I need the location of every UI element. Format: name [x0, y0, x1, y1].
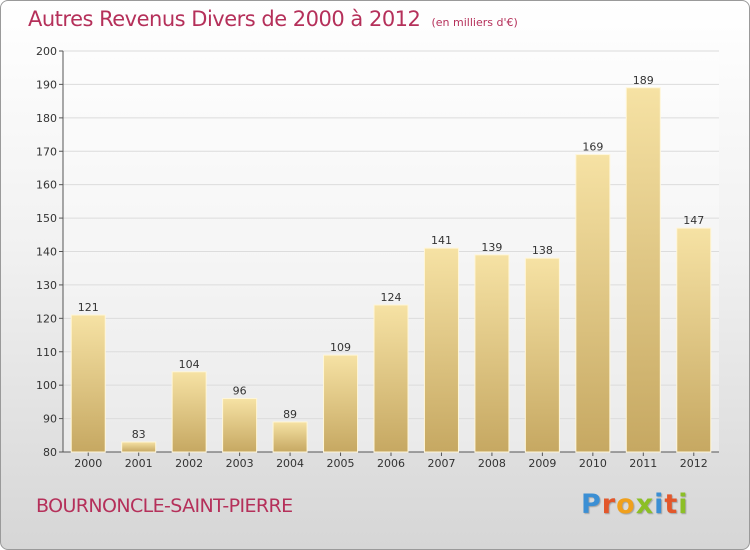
bar-2012 — [676, 227, 712, 453]
x-tick-label-2000: 2000 — [74, 457, 102, 470]
brand-letter: P — [581, 489, 602, 520]
y-tick-label: 130 — [36, 279, 57, 292]
value-label-2001: 83 — [132, 428, 146, 441]
brand-letter: i — [654, 489, 665, 520]
x-tick-label-2003: 2003 — [226, 457, 254, 470]
y-tick-label: 170 — [36, 145, 57, 158]
value-label-2003: 96 — [233, 385, 247, 398]
brand-letter: t — [664, 489, 679, 520]
y-tick-label: 110 — [36, 346, 57, 359]
brand-letter: o — [616, 489, 636, 520]
value-label-2006: 124 — [381, 291, 402, 304]
bar-2003 — [222, 398, 258, 453]
bar-2001 — [121, 441, 157, 453]
bars — [70, 87, 712, 453]
brand-letter: x — [635, 489, 655, 520]
y-tick-label: 180 — [36, 112, 57, 125]
brand-letter: r — [601, 489, 617, 520]
y-tick-label: 90 — [43, 413, 57, 426]
x-tick-label-2005: 2005 — [327, 457, 355, 470]
y-tick-label: 100 — [36, 379, 57, 392]
x-tick-label-2001: 2001 — [125, 457, 153, 470]
bar-2008 — [474, 254, 510, 453]
x-tick-label-2006: 2006 — [377, 457, 405, 470]
bar-2009 — [524, 257, 560, 453]
x-tick-label-2002: 2002 — [175, 457, 203, 470]
y-tick-label: 150 — [36, 212, 57, 225]
value-label-2008: 139 — [481, 241, 502, 254]
bar-2011 — [625, 87, 661, 453]
title-row: Autres Revenus Divers de 2000 à 2012 (en… — [28, 7, 518, 31]
x-tick-label-2011: 2011 — [629, 457, 657, 470]
value-label-2000: 121 — [78, 301, 99, 314]
x-tick-label-2009: 2009 — [528, 457, 556, 470]
bar-2010 — [575, 154, 611, 453]
value-label-2007: 141 — [431, 234, 452, 247]
value-label-2010: 169 — [582, 141, 603, 154]
value-label-2005: 109 — [330, 341, 351, 354]
bar-2002 — [171, 371, 207, 453]
brand-letter: i — [678, 489, 689, 520]
y-tick-label: 160 — [36, 179, 57, 192]
x-tick-label-2008: 2008 — [478, 457, 506, 470]
value-label-2002: 104 — [179, 358, 200, 371]
place-name: BOURNONCLE-SAINT-PIERRE — [36, 495, 293, 517]
chart-unit-note: (en milliers d'€) — [431, 16, 518, 29]
brand-logo: Proxiti — [581, 489, 689, 520]
value-label-2011: 189 — [633, 74, 654, 87]
chart-title: Autres Revenus Divers de 2000 à 2012 — [28, 7, 421, 31]
bar-2006 — [373, 304, 409, 453]
bar-2005 — [323, 354, 359, 453]
value-label-2004: 89 — [283, 408, 297, 421]
x-tick-label-2010: 2010 — [579, 457, 607, 470]
bar-2007 — [423, 247, 459, 453]
y-tick-label: 80 — [43, 446, 57, 459]
labels: 80 90 100 110 120 130 140 150 160 170 180 190 200 121… — [36, 45, 708, 470]
value-label-2009: 138 — [532, 244, 553, 257]
y-tick-label: 190 — [36, 78, 57, 91]
x-tick-label-2007: 2007 — [427, 457, 455, 470]
value-label-2012: 147 — [683, 214, 704, 227]
x-tick-label-2012: 2012 — [680, 457, 708, 470]
bar-2000 — [70, 314, 106, 453]
y-tick-label: 140 — [36, 246, 57, 259]
x-tick-label-2004: 2004 — [276, 457, 304, 470]
y-tick-label: 120 — [36, 312, 57, 325]
bar-2004 — [272, 421, 308, 453]
y-tick-label: 200 — [36, 45, 57, 58]
